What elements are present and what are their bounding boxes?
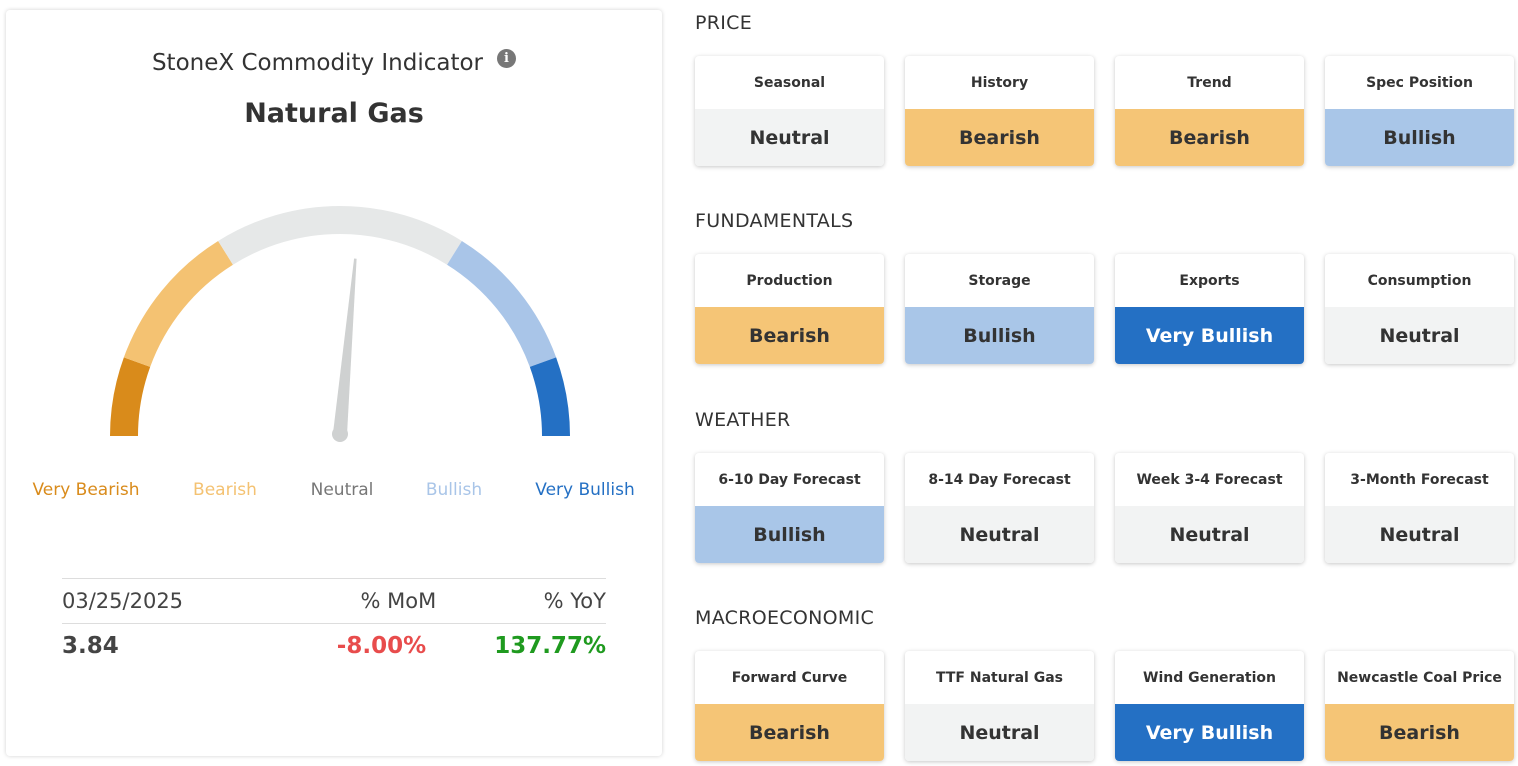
tile-status: Neutral <box>905 704 1094 761</box>
stats-yoy-header: % YoY <box>543 589 606 613</box>
gauge-segment-bearish <box>123 240 234 368</box>
tile-label: Spec Position <box>1366 74 1473 91</box>
tile-label: Exports <box>1179 272 1240 289</box>
commodity-name: Natural Gas <box>244 98 424 129</box>
gauge-label-bearish: Bearish <box>193 480 257 500</box>
commodity-indicator-card: StoneX Commodity Indicator i Natural Gas … <box>6 10 662 756</box>
gauge-segment-neutral <box>218 206 462 265</box>
gauge-label-very-bearish: Very Bearish <box>32 480 140 500</box>
tile-label: Trend <box>1187 74 1232 91</box>
tile-status: Bearish <box>695 307 884 364</box>
info-icon[interactable]: i <box>497 49 517 68</box>
stats-header-row: 03/25/2025 % MoM % YoY <box>62 578 606 624</box>
gauge-needle <box>333 258 357 435</box>
tile-label: Consumption <box>1367 272 1472 289</box>
tile-label: 6-10 Day Forecast <box>718 471 861 488</box>
indicator-tile-consumption[interactable]: Consumption Neutral <box>1325 254 1514 364</box>
tile-status: Bearish <box>1115 109 1304 166</box>
tile-label: Week 3-4 Forecast <box>1136 471 1283 488</box>
tile-label: 8-14 Day Forecast <box>928 471 1071 488</box>
tile-status: Bullish <box>695 506 884 563</box>
tile-label: Storage <box>968 272 1031 289</box>
gauge-needle-pivot <box>332 426 348 442</box>
stats-price-value: 3.84 <box>62 633 119 659</box>
tile-label: 3-Month Forecast <box>1350 471 1489 488</box>
stats-date: 03/25/2025 <box>62 589 184 613</box>
gauge-labels: Very Bearish Bearish Neutral Bullish Ver… <box>6 480 662 504</box>
tile-status: Neutral <box>1115 506 1304 563</box>
tile-label: Production <box>746 272 833 289</box>
stats-yoy-value: 137.77% <box>494 633 606 659</box>
gauge-segment-very-bearish <box>110 357 151 437</box>
price-stats: 03/25/2025 % MoM % YoY 3.84 -8.00% 137.7… <box>62 578 606 668</box>
gauge-segment-bullish <box>446 240 557 368</box>
indicator-tile-8-14-day-forecast[interactable]: 8-14 Day Forecast Neutral <box>905 453 1094 563</box>
indicator-tile-week-3-4-forecast[interactable]: Week 3-4 Forecast Neutral <box>1115 453 1304 563</box>
indicator-tile-wind-generation[interactable]: Wind Generation Very Bullish <box>1115 651 1304 761</box>
indicator-tile-6-10-day-forecast[interactable]: 6-10 Day Forecast Bullish <box>695 453 884 563</box>
tile-status: Bearish <box>905 109 1094 166</box>
tile-status: Very Bullish <box>1115 704 1304 761</box>
indicator-tile-history[interactable]: History Bearish <box>905 56 1094 166</box>
tile-status: Bearish <box>1325 704 1514 761</box>
sentiment-gauge <box>110 206 570 442</box>
tile-label: Newcastle Coal Price <box>1337 669 1502 686</box>
indicator-tile-storage[interactable]: Storage Bullish <box>905 254 1094 364</box>
indicator-tile-newcastle-coal-price[interactable]: Newcastle Coal Price Bearish <box>1325 651 1514 761</box>
indicator-tile-trend[interactable]: Trend Bearish <box>1115 56 1304 166</box>
indicator-title: StoneX Commodity Indicator <box>151 50 484 76</box>
section-title-fundamentals: FUNDAMENTALS <box>695 210 854 232</box>
stats-mom-value: -8.00% <box>336 633 427 659</box>
indicator-tile-ttf-natural-gas[interactable]: TTF Natural Gas Neutral <box>905 651 1094 761</box>
tile-status: Bullish <box>1325 109 1514 166</box>
tile-label: TTF Natural Gas <box>936 669 1063 686</box>
indicator-tile-seasonal[interactable]: Seasonal Neutral <box>695 56 884 166</box>
stats-mom-header: % MoM <box>360 589 437 613</box>
gauge-segment-very-bullish <box>529 357 570 437</box>
indicator-tile-spec-position[interactable]: Spec Position Bullish <box>1325 56 1514 166</box>
tile-status: Bullish <box>905 307 1094 364</box>
section-title-macroeconomic: MACROECONOMIC <box>695 607 875 629</box>
stats-values-row: 3.84 -8.00% 137.77% <box>62 624 606 668</box>
tile-status: Neutral <box>905 506 1094 563</box>
tile-label: Seasonal <box>753 74 826 91</box>
indicator-tile-forward-curve[interactable]: Forward Curve Bearish <box>695 651 884 761</box>
gauge-label-bullish: Bullish <box>425 480 483 500</box>
tile-label: Wind Generation <box>1143 669 1276 686</box>
indicator-tile-production[interactable]: Production Bearish <box>695 254 884 364</box>
indicator-title-row: StoneX Commodity Indicator i <box>6 49 662 76</box>
indicator-tile-3-month-forecast[interactable]: 3-Month Forecast Neutral <box>1325 453 1514 563</box>
tile-label: Forward Curve <box>731 669 848 686</box>
tile-status: Neutral <box>1325 307 1514 364</box>
tile-status: Very Bullish <box>1115 307 1304 364</box>
section-title-weather: WEATHER <box>695 409 791 431</box>
gauge-label-very-bullish: Very Bullish <box>535 480 635 500</box>
tile-status: Neutral <box>695 109 884 166</box>
indicator-tile-exports[interactable]: Exports Very Bullish <box>1115 254 1304 364</box>
section-title-price: PRICE <box>695 12 753 34</box>
tile-status: Bearish <box>695 704 884 761</box>
tile-status: Neutral <box>1325 506 1514 563</box>
gauge-label-neutral: Neutral <box>310 480 374 500</box>
tile-label: History <box>970 74 1029 91</box>
